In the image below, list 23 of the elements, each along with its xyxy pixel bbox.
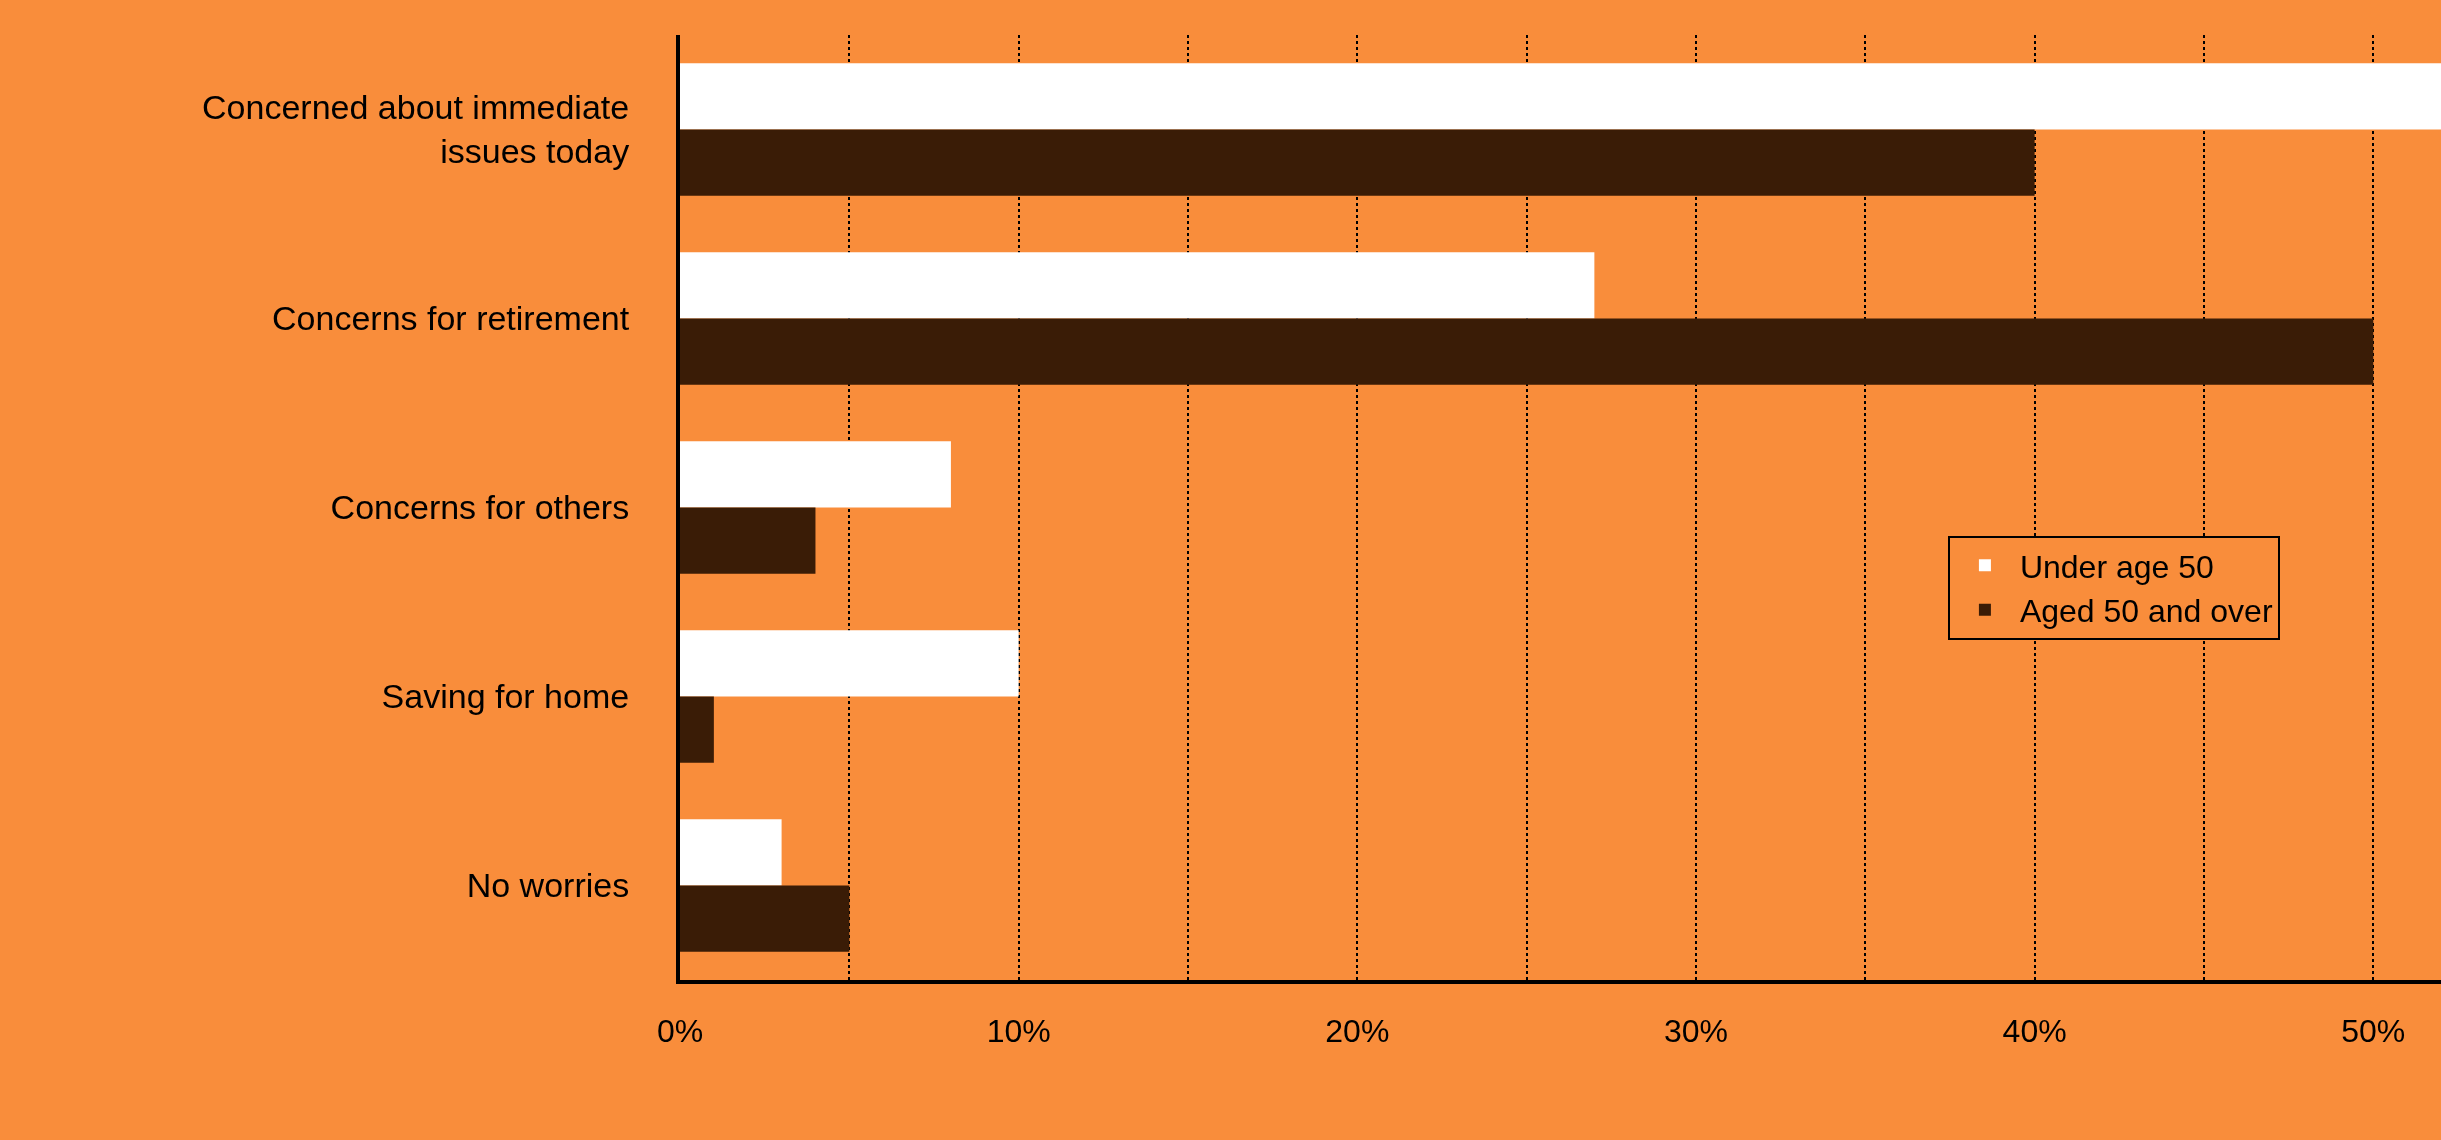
y-tick-label: No worries <box>466 866 630 905</box>
bar <box>680 441 951 508</box>
bar <box>680 318 2374 385</box>
legend-label: Under age 50 <box>2019 548 2214 585</box>
bar <box>680 819 782 886</box>
y-tick-label: Concerns for retirement <box>272 299 630 338</box>
y-tick-label: Concerns for others <box>330 488 630 527</box>
legend-label: Aged 50 and over <box>2019 593 2273 630</box>
y-tick-label: Saving for home <box>381 677 630 716</box>
bar <box>680 696 714 763</box>
y-tick-label: Concerned about immediate issues today <box>202 88 630 171</box>
x-tick-label: 20% <box>1325 1013 1390 1050</box>
x-tick-label: 10% <box>986 1013 1051 1050</box>
bar <box>680 630 1019 697</box>
bar <box>680 885 850 952</box>
x-tick-label: 50% <box>2341 1013 2406 1050</box>
bar <box>680 507 816 574</box>
bar <box>680 129 2035 196</box>
x-tick-label: 30% <box>1663 1013 1728 1050</box>
x-tick-label: 40% <box>2002 1013 2067 1050</box>
bar <box>680 63 2441 130</box>
x-tick-label: 0% <box>656 1013 704 1050</box>
bar <box>680 252 1595 319</box>
